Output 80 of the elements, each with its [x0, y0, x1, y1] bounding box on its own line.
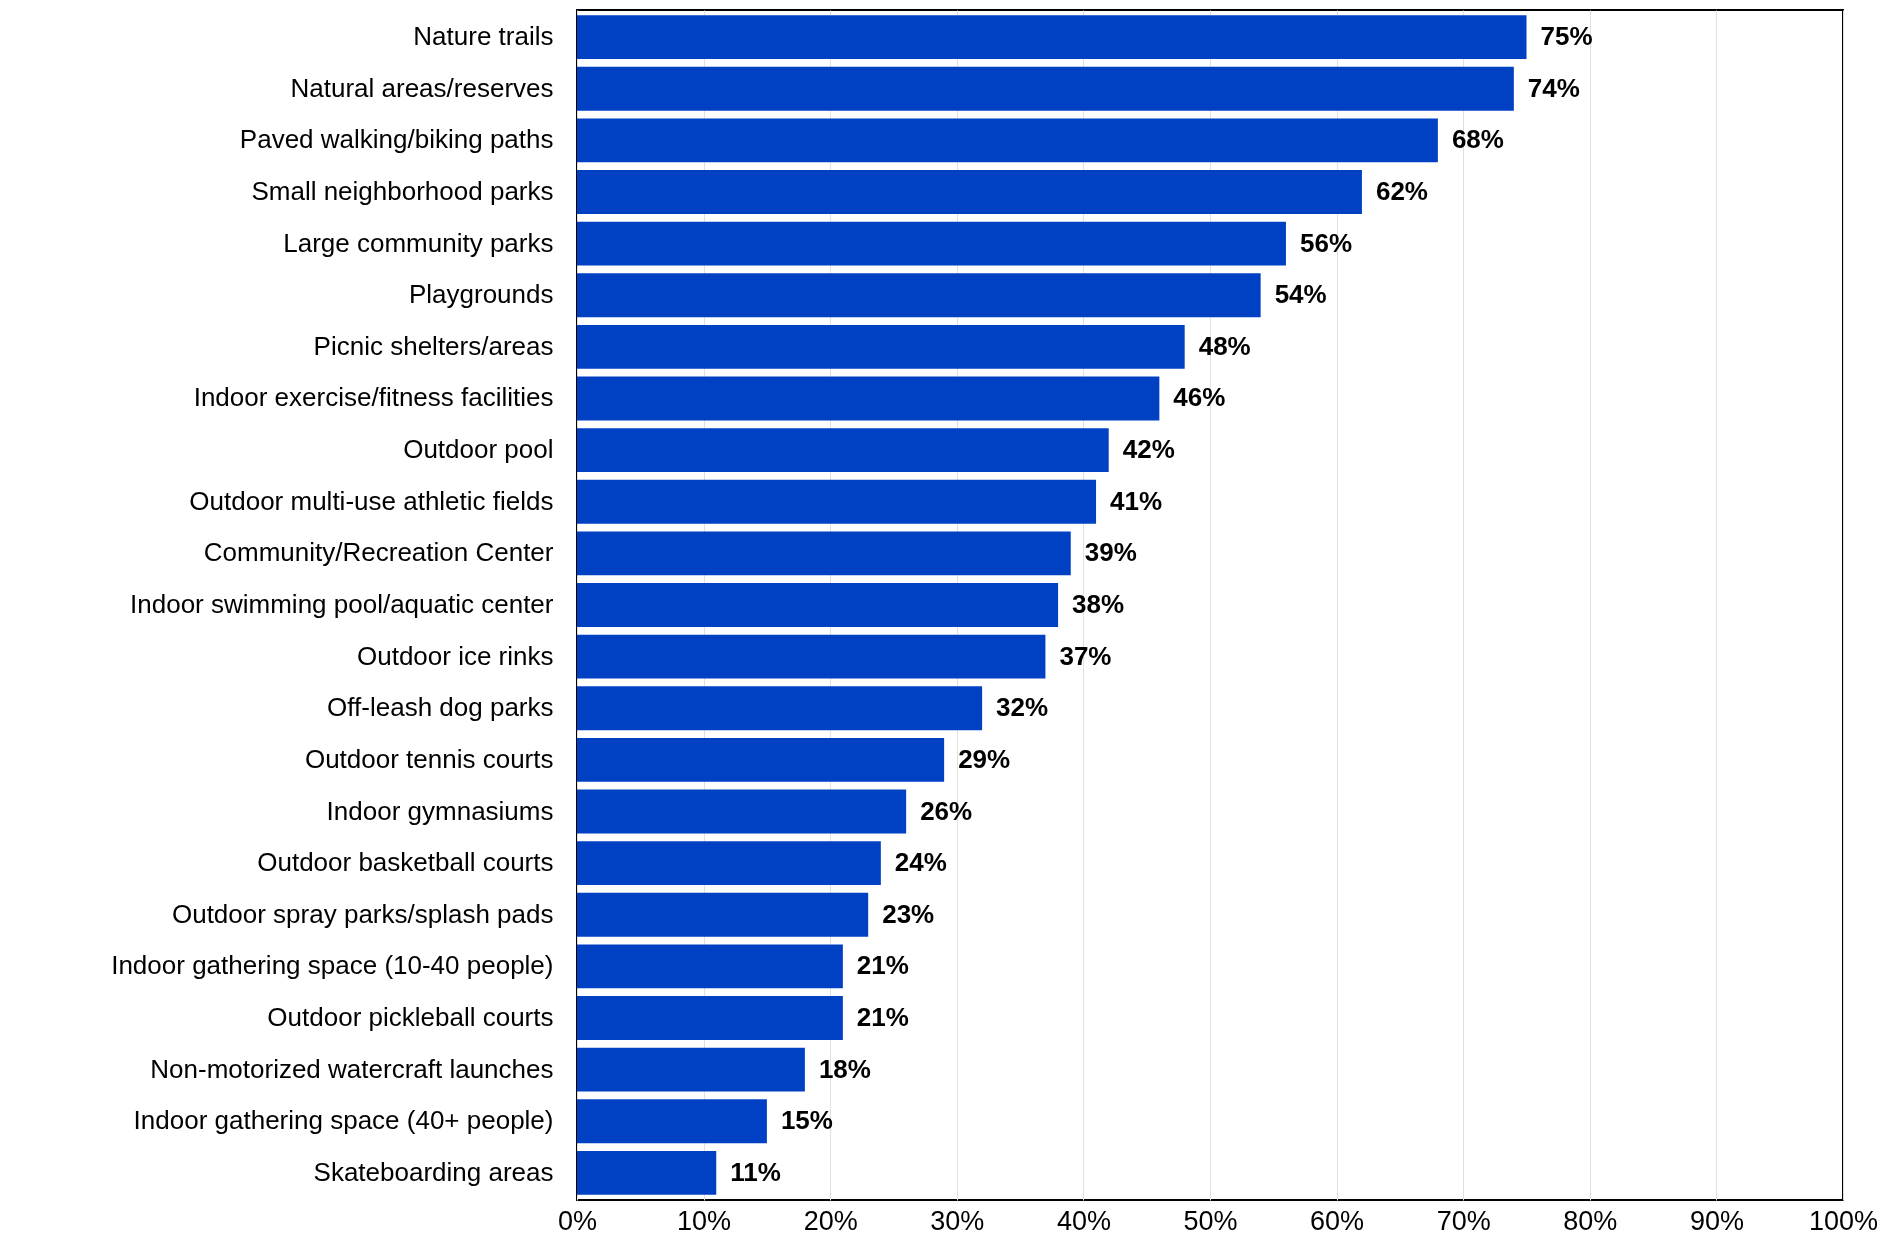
y-tick-label: Non-motorized watercraft launches — [150, 1053, 554, 1084]
data-label: 15% — [780, 1105, 833, 1136]
y-tick-label: Indoor gymnasiums — [326, 795, 554, 826]
data-label: 48% — [1198, 330, 1251, 361]
bar — [577, 376, 1160, 421]
x-tick-label: 0% — [557, 1205, 598, 1236]
y-tick-label: Playgrounds — [408, 279, 554, 310]
y-tick-label: Outdoor basketball courts — [257, 847, 554, 878]
bar — [577, 66, 1514, 111]
x-tick-label: 60% — [1310, 1205, 1365, 1236]
bar — [577, 892, 869, 937]
data-label: 23% — [882, 898, 935, 929]
y-tick-label: Natural areas/reserves — [290, 72, 554, 103]
y-tick-label: Picnic shelters/areas — [313, 330, 554, 361]
data-label: 38% — [1072, 589, 1125, 619]
y-tick-label: Indoor exercise/fitness facilities — [193, 382, 554, 413]
data-label: 26% — [920, 795, 973, 826]
bar — [577, 737, 945, 782]
bar — [577, 221, 1286, 266]
bar — [577, 479, 1097, 524]
data-label: 37% — [1059, 640, 1112, 671]
y-tick-label: Outdoor pickleball courts — [267, 1002, 554, 1033]
y-tick-label: Small neighborhood parks — [251, 175, 554, 206]
bar — [577, 273, 1261, 318]
x-tick-label: 80% — [1563, 1205, 1618, 1236]
bar — [577, 583, 1059, 627]
data-label: 24% — [894, 847, 947, 878]
x-tick-label: 20% — [803, 1205, 858, 1236]
bar — [577, 428, 1109, 473]
data-label: 29% — [958, 743, 1011, 774]
data-label: 41% — [1110, 485, 1163, 516]
bar — [577, 118, 1438, 163]
x-tick-label: 70% — [1436, 1205, 1491, 1236]
data-label: 21% — [856, 1002, 909, 1033]
data-label: 74% — [1527, 72, 1580, 103]
x-tick-label: 100% — [1808, 1205, 1879, 1236]
y-tick-label: Outdoor tennis courts — [304, 743, 554, 774]
x-tick-label: 40% — [1056, 1205, 1111, 1236]
x-tick-label: 90% — [1689, 1205, 1744, 1236]
data-label: 32% — [996, 692, 1049, 723]
data-label: 39% — [1084, 537, 1137, 568]
x-tick-label: 10% — [677, 1205, 732, 1236]
bar — [577, 996, 843, 1040]
y-tick-label: Skateboarding areas — [313, 1156, 554, 1187]
bar — [577, 1099, 767, 1144]
bar — [577, 634, 1046, 679]
y-tick-label: Indoor gathering space (10-40 people) — [111, 950, 554, 981]
bar — [577, 686, 983, 731]
data-label: 54% — [1274, 279, 1327, 310]
data-label: 62% — [1375, 175, 1428, 206]
data-label: 46% — [1173, 382, 1226, 413]
bar — [577, 1047, 805, 1092]
data-label: 42% — [1122, 434, 1175, 465]
y-tick-label: Outdoor spray parks/splash pads — [171, 898, 554, 929]
y-tick-label: Nature trails — [413, 21, 554, 52]
x-tick-label: 30% — [930, 1205, 985, 1236]
bar — [577, 170, 1362, 214]
data-label: 56% — [1299, 227, 1353, 258]
data-label: 75% — [1540, 21, 1593, 52]
data-label: 68% — [1451, 124, 1504, 155]
bar — [577, 324, 1185, 369]
bar — [577, 841, 881, 886]
bar — [577, 789, 907, 834]
y-tick-label: Paved walking/biking paths — [239, 124, 554, 155]
y-tick-label: Indoor gathering space (40+ people) — [133, 1105, 554, 1136]
bar — [577, 531, 1071, 576]
data-label: 11% — [730, 1156, 781, 1187]
bar — [577, 1150, 717, 1195]
y-tick-label: Outdoor multi-use athletic fields — [189, 485, 554, 516]
y-tick-label: Community/Recreation Center — [203, 537, 554, 568]
data-label: 21% — [856, 950, 909, 981]
bar — [577, 944, 843, 989]
y-tick-label: Off-leash dog parks — [327, 692, 554, 723]
y-tick-label: Indoor swimming pool/aquatic center — [130, 589, 554, 619]
y-tick-label: Large community parks — [283, 227, 554, 258]
x-tick-label: 50% — [1183, 1205, 1238, 1236]
y-tick-label: Outdoor pool — [403, 434, 554, 465]
y-tick-label: Outdoor ice rinks — [356, 640, 554, 671]
data-label: 18% — [818, 1053, 871, 1084]
bar — [577, 15, 1527, 60]
